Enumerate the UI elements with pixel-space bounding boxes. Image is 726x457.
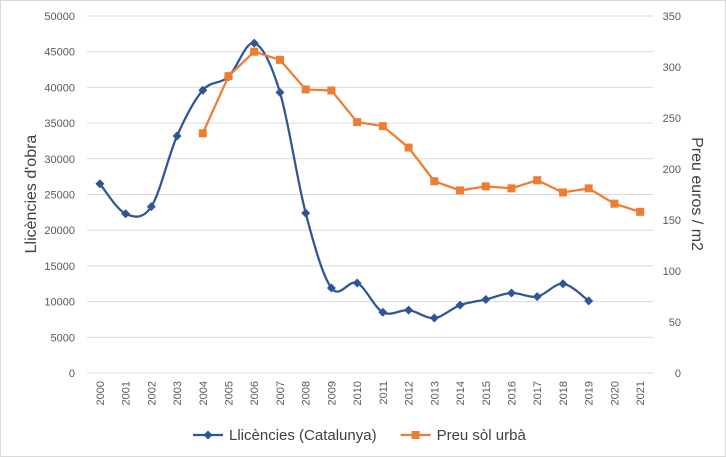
y2-axis-title: Preu euros / m2: [688, 137, 705, 251]
data-point: [250, 47, 259, 56]
series-line: [98, 42, 590, 320]
series-layer: [95, 38, 645, 323]
series-2: [198, 47, 645, 216]
x-tick-label: 2002: [146, 381, 158, 405]
data-point: [610, 199, 619, 208]
y-tick-label: 40000: [44, 82, 75, 94]
data-point: [455, 300, 465, 310]
data-point: [429, 313, 439, 323]
legend: Llicències (Catalunya) Preu sòl urbà: [193, 427, 526, 444]
y2-tick-label: 300: [663, 62, 681, 74]
y-tick-label: 5000: [51, 332, 75, 344]
x-tick-label: 2009: [326, 381, 338, 405]
data-point: [198, 85, 208, 95]
gridlines: [87, 15, 653, 374]
data-point: [404, 143, 413, 152]
y-tick-label: 50000: [44, 11, 75, 23]
x-tick-label: 2021: [635, 381, 647, 405]
x-tick-label: 2018: [558, 381, 570, 405]
y-tick-label: 25000: [44, 190, 75, 202]
x-tick-label: 2019: [584, 381, 596, 405]
data-point: [121, 209, 131, 219]
data-point: [172, 131, 182, 141]
data-point: [404, 305, 414, 315]
x-tick-label: 2001: [121, 381, 133, 405]
y-axis-right: 0 50 100 150 200 250 300 350: [663, 11, 681, 380]
data-point: [507, 184, 516, 193]
y-tick-label: 20000: [44, 225, 75, 237]
legend-label: Llicències (Catalunya): [229, 427, 377, 444]
y2-tick-label: 350: [663, 11, 681, 23]
x-axis: 2000 2001 2002 2003 2004 2005 2006 2007 2008 2009…: [95, 381, 647, 405]
data-point: [558, 279, 568, 289]
data-point: [146, 202, 156, 212]
series-1: [95, 38, 594, 323]
data-point: [430, 177, 439, 186]
y2-tick-label: 50: [669, 317, 681, 329]
x-tick-label: 2014: [455, 381, 467, 405]
y-tick-label: 35000: [44, 118, 75, 130]
x-tick-label: 2005: [224, 381, 236, 405]
x-tick-label: 2012: [404, 381, 416, 405]
y-axis-title: Llicències d'obra: [23, 135, 40, 254]
y-axis-left: 0 5000 10000 15000 20000 25000 30000 35000 40000…: [44, 11, 75, 380]
y-tick-label: 45000: [44, 47, 75, 59]
data-point: [224, 72, 233, 81]
data-point: [507, 288, 516, 298]
y-tick-label: 10000: [44, 297, 75, 309]
y2-tick-label: 0: [675, 368, 681, 380]
data-point: [198, 129, 207, 138]
data-point: [353, 118, 362, 127]
y2-tick-label: 250: [663, 113, 681, 125]
legend-marker: [203, 430, 213, 440]
data-point: [249, 38, 259, 48]
data-point: [378, 307, 388, 317]
data-point: [275, 87, 285, 97]
data-point: [481, 182, 490, 191]
x-tick-label: 2006: [249, 381, 261, 405]
data-point: [301, 85, 310, 94]
data-point: [636, 207, 645, 216]
data-point: [378, 122, 387, 131]
legend-marker: [411, 431, 420, 439]
x-tick-label: 2011: [378, 381, 390, 405]
data-point: [532, 292, 542, 302]
y2-tick-label: 150: [663, 215, 681, 227]
data-point: [481, 294, 491, 304]
x-tick-label: 2010: [352, 381, 364, 405]
data-point: [327, 86, 336, 95]
y-tick-label: 15000: [44, 261, 75, 273]
data-point: [352, 278, 362, 288]
x-tick-label: 2020: [609, 381, 621, 405]
y2-tick-label: 100: [663, 266, 681, 278]
x-tick-label: 2008: [301, 381, 313, 405]
data-point: [558, 188, 567, 197]
data-point: [326, 283, 336, 293]
data-point: [584, 296, 594, 306]
data-point: [456, 186, 465, 195]
x-tick-label: 2004: [198, 381, 210, 405]
y2-tick-label: 200: [663, 164, 681, 176]
x-tick-label: 2017: [532, 381, 544, 405]
data-point: [95, 179, 105, 189]
legend-label: Preu sòl urbà: [437, 427, 527, 444]
y-tick-label: 0: [69, 368, 75, 380]
x-tick-label: 2007: [275, 381, 287, 405]
x-tick-label: 2016: [507, 381, 519, 405]
data-point: [275, 55, 284, 64]
x-tick-label: 2000: [95, 381, 107, 405]
data-point: [533, 176, 542, 185]
x-tick-label: 2003: [172, 381, 184, 405]
x-tick-label: 2015: [481, 381, 493, 405]
data-point: [301, 208, 311, 218]
x-tick-label: 2013: [429, 381, 441, 405]
data-point: [584, 184, 593, 193]
series-line: [201, 50, 641, 213]
y-tick-label: 30000: [44, 154, 75, 166]
